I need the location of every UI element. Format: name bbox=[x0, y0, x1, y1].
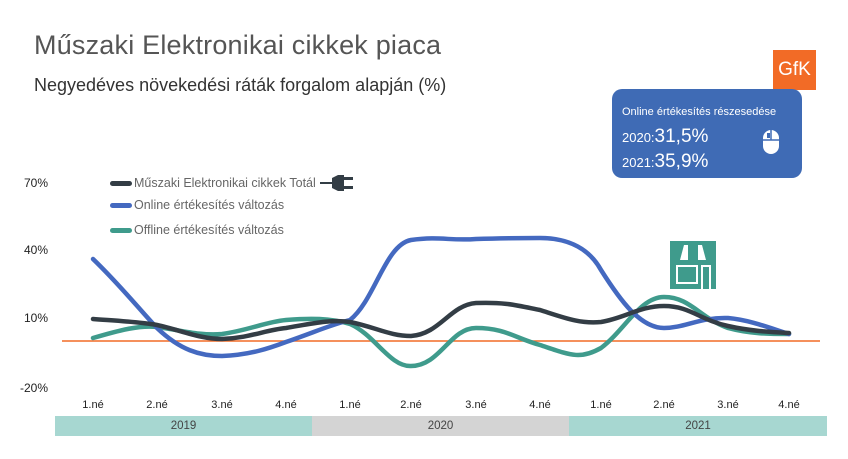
x-axis-label: 1.né bbox=[339, 399, 361, 411]
chart-subtitle: Negyedéves növekedési ráták forgalom ala… bbox=[34, 75, 447, 95]
y-axis-label-40: 40% bbox=[24, 243, 49, 257]
legend-swatch bbox=[110, 202, 132, 208]
x-axis-label: 4.né bbox=[275, 399, 297, 411]
legend-item-offline: Offline értékesítés változás bbox=[110, 223, 284, 237]
x-axis-label: 2.né bbox=[400, 399, 422, 411]
legend-label: Offline értékesítés változás bbox=[134, 223, 284, 237]
x-axis-label: 1.né bbox=[82, 399, 104, 411]
series-total-line bbox=[90, 300, 792, 342]
legend-item-total: Műszaki Elektronikai cikkek Totál bbox=[110, 172, 358, 194]
online-share-2021: 2021:35,9% bbox=[622, 151, 708, 173]
mouse-icon bbox=[763, 130, 779, 154]
share-value: 31,5% bbox=[654, 126, 709, 147]
legend-label: Online értékesítés változás bbox=[134, 198, 285, 212]
online-share-2020: 2020:31,5% bbox=[622, 126, 708, 148]
legend-swatch bbox=[110, 227, 132, 233]
year-label: 2020: bbox=[622, 130, 655, 145]
x-axis-label: 2.né bbox=[146, 399, 168, 411]
series-offline-line bbox=[90, 294, 792, 369]
year-band-2021: 2021 bbox=[569, 416, 827, 436]
share-value: 35,9% bbox=[654, 151, 709, 172]
year-band-2019: 2019 bbox=[55, 416, 312, 436]
y-axis-label-10: 10% bbox=[24, 311, 49, 325]
year-band-2020: 2020 bbox=[312, 416, 569, 436]
series-online-line bbox=[90, 235, 792, 359]
legend-label: Műszaki Elektronikai cikkek Totál bbox=[134, 176, 316, 190]
x-axis-label: 2.né bbox=[653, 399, 675, 411]
x-axis-label: 1.né bbox=[590, 399, 612, 411]
online-share-heading: Online értékesítés részesedése bbox=[622, 106, 777, 118]
online-share-box: Online értékesítés részesedése 2020:31,5… bbox=[612, 89, 802, 178]
gfk-logo: GfK bbox=[773, 50, 816, 90]
y-axis-label-minus20: -20% bbox=[20, 381, 49, 395]
legend-swatch bbox=[110, 180, 132, 186]
x-axis-label: 3.né bbox=[717, 399, 739, 411]
x-axis-label: 4.né bbox=[529, 399, 551, 411]
year-label: 2021: bbox=[622, 155, 655, 170]
legend-item-online: Online értékesítés változás bbox=[110, 198, 284, 212]
chart-title: Műszaki Elektronikai cikkek piaca bbox=[34, 30, 442, 60]
x-axis-label: 3.né bbox=[465, 399, 487, 411]
store-icon bbox=[670, 241, 716, 289]
y-axis-label-70: 70% bbox=[24, 176, 49, 190]
x-axis-label: 3.né bbox=[211, 399, 233, 411]
plug-icon bbox=[319, 175, 353, 191]
x-axis-label: 4.né bbox=[778, 399, 800, 411]
